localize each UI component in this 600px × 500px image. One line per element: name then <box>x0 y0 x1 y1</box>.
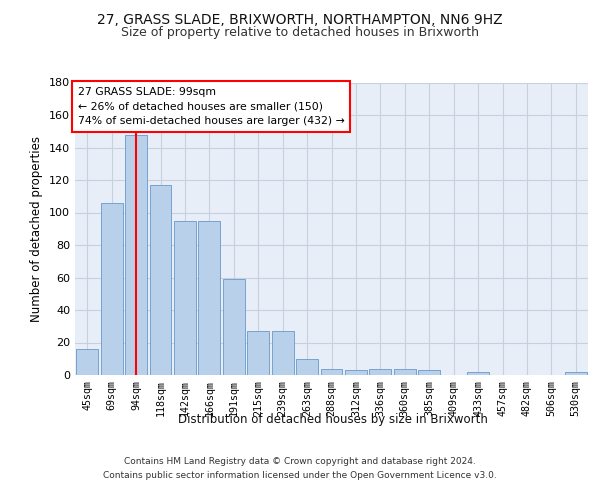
Bar <box>125 134 147 375</box>
Text: 27, GRASS SLADE, BRIXWORTH, NORTHAMPTON, NN6 9HZ: 27, GRASS SLADE, BRIXWORTH, NORTHAMPTON,… <box>97 12 503 26</box>
Bar <box>345 370 367 375</box>
Bar <box>565 372 587 375</box>
Bar <box>394 368 416 375</box>
Y-axis label: Number of detached properties: Number of detached properties <box>31 136 43 322</box>
Bar <box>149 185 172 375</box>
Bar <box>223 279 245 375</box>
Bar <box>101 203 122 375</box>
Bar <box>296 359 318 375</box>
Bar <box>370 368 391 375</box>
Bar <box>418 370 440 375</box>
Bar <box>467 372 489 375</box>
Bar <box>174 220 196 375</box>
Text: 27 GRASS SLADE: 99sqm
← 26% of detached houses are smaller (150)
74% of semi-det: 27 GRASS SLADE: 99sqm ← 26% of detached … <box>77 87 344 126</box>
Text: Contains public sector information licensed under the Open Government Licence v3: Contains public sector information licen… <box>103 471 497 480</box>
Bar <box>320 368 343 375</box>
Bar <box>76 349 98 375</box>
Text: Contains HM Land Registry data © Crown copyright and database right 2024.: Contains HM Land Registry data © Crown c… <box>124 458 476 466</box>
Bar <box>272 331 293 375</box>
Text: Size of property relative to detached houses in Brixworth: Size of property relative to detached ho… <box>121 26 479 39</box>
Bar <box>247 331 269 375</box>
Bar <box>199 220 220 375</box>
Text: Distribution of detached houses by size in Brixworth: Distribution of detached houses by size … <box>178 412 488 426</box>
